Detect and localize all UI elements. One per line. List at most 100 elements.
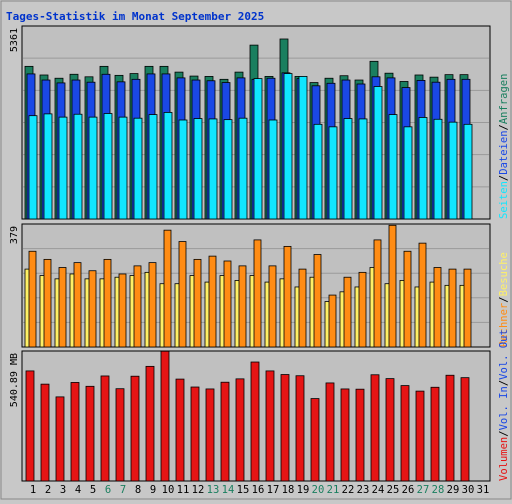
bar-rechner — [28, 250, 37, 348]
bar-vol-in — [115, 388, 125, 482]
bar-rechner — [118, 273, 127, 348]
chart-title: Tages-Statistik im Monat September 2025 — [6, 10, 264, 23]
x-tick-label: 15 — [237, 484, 250, 496]
bar-vol-in — [145, 365, 155, 482]
bar-seiten — [88, 116, 98, 220]
legend-rechner: Rechner — [498, 303, 510, 347]
legend-separator: / — [498, 124, 510, 130]
bar-seiten — [148, 114, 158, 220]
legend-besuche: Besuche — [498, 252, 510, 296]
bar-rechner — [283, 245, 292, 348]
bar-vol-in — [85, 385, 95, 482]
bar-rechner — [448, 268, 457, 348]
bar-rechner — [253, 239, 262, 348]
x-tick-label: 1 — [30, 484, 36, 496]
legend-volumen: Volumen — [498, 437, 510, 481]
bar-vol-in — [325, 382, 335, 482]
bar-seiten — [388, 114, 398, 220]
x-tick-label: 12 — [192, 484, 205, 496]
bar-seiten — [163, 112, 173, 220]
bar-seiten — [358, 118, 368, 220]
x-tick-label: 10 — [162, 484, 175, 496]
legend-separator: / — [498, 430, 510, 436]
bar-vol-in — [355, 388, 365, 482]
bar-seiten — [433, 118, 443, 220]
bar-vol-in — [400, 385, 410, 482]
x-tick-label: 7 — [120, 484, 126, 496]
x-tick-label: 2 — [45, 484, 51, 496]
x-tick-label: 26 — [402, 484, 415, 496]
x-tick-label: 8 — [135, 484, 141, 496]
bar-seiten — [133, 117, 143, 220]
x-tick-label: 21 — [327, 484, 340, 496]
x-tick-label: 16 — [252, 484, 265, 496]
bar-rechner — [238, 265, 247, 348]
x-tick-label: 23 — [357, 484, 370, 496]
x-tick-label: 24 — [372, 484, 385, 496]
bar-rechner — [418, 242, 427, 348]
bar-rechner — [103, 258, 112, 348]
x-tick-label: 28 — [432, 484, 445, 496]
bar-vol-in — [175, 378, 185, 482]
bar-rechner — [58, 267, 67, 348]
bar-seiten — [403, 126, 413, 220]
bar-rechner — [163, 229, 172, 348]
bar-seiten — [73, 113, 83, 220]
right-axis-label-volume: Volumen/Vol. In/Vol. Out — [498, 329, 510, 481]
bar-vol-in — [250, 361, 260, 482]
bar-seiten — [118, 116, 128, 220]
x-tick-label: 22 — [342, 484, 355, 496]
bar-rechner — [133, 265, 142, 348]
bar-vol-in — [100, 375, 110, 482]
bar-seiten — [418, 117, 428, 220]
x-tick-label: 13 — [207, 484, 220, 496]
bar-rechner — [463, 268, 472, 348]
bar-seiten — [223, 119, 233, 220]
bar-rechner — [223, 260, 232, 348]
bar-vol-in — [265, 370, 275, 482]
x-tick-label: 18 — [282, 484, 295, 496]
bar-rechner — [43, 258, 52, 348]
bar-seiten — [313, 123, 323, 220]
bar-seiten — [343, 118, 353, 220]
bar-rechner — [268, 265, 277, 348]
bar-rechner — [328, 294, 337, 348]
bar-rechner — [148, 262, 157, 348]
x-tick-label: 5 — [90, 484, 96, 496]
bar-seiten — [193, 118, 203, 220]
bar-rechner — [373, 239, 382, 348]
bar-seiten — [238, 117, 248, 220]
bar-seiten — [28, 115, 38, 220]
bar-seiten — [43, 113, 53, 220]
bar-vol-in — [40, 383, 50, 482]
x-tick-label: 3 — [60, 484, 66, 496]
bar-rechner — [298, 268, 307, 348]
x-tick-label: 30 — [462, 484, 475, 496]
bar-vol-in — [70, 382, 80, 482]
bar-seiten — [208, 118, 218, 220]
x-tick-label: 14 — [222, 484, 235, 496]
bar-vol-in — [385, 378, 395, 482]
legend-seiten: Seiten — [498, 181, 510, 219]
bar-rechner — [403, 250, 412, 348]
right-axis-label-hits: Seiten/Dateien/Anfragen — [498, 74, 510, 219]
x-tick-label: 25 — [387, 484, 400, 496]
bar-rechner — [388, 224, 397, 348]
legend-anfragen: Anfragen — [498, 74, 510, 125]
bar-rechner — [343, 276, 352, 348]
bar-vol-in — [25, 370, 35, 482]
bar-vol-in — [430, 386, 440, 482]
legend-separator: / — [498, 175, 510, 181]
right-axis-label-visits: Rechner/Besuche — [498, 252, 510, 347]
bar-vol-in — [295, 375, 305, 482]
legend-dateien: Dateien — [498, 130, 510, 174]
bar-seiten — [328, 126, 338, 220]
x-tick-label: 4 — [75, 484, 81, 496]
bar-rechner — [193, 258, 202, 348]
x-tick-label: 9 — [150, 484, 156, 496]
bar-vol-in — [190, 386, 200, 482]
y-max-label-volume: 540.89 MB — [9, 353, 20, 407]
legend-vol-out: Vol. Out — [498, 329, 510, 380]
